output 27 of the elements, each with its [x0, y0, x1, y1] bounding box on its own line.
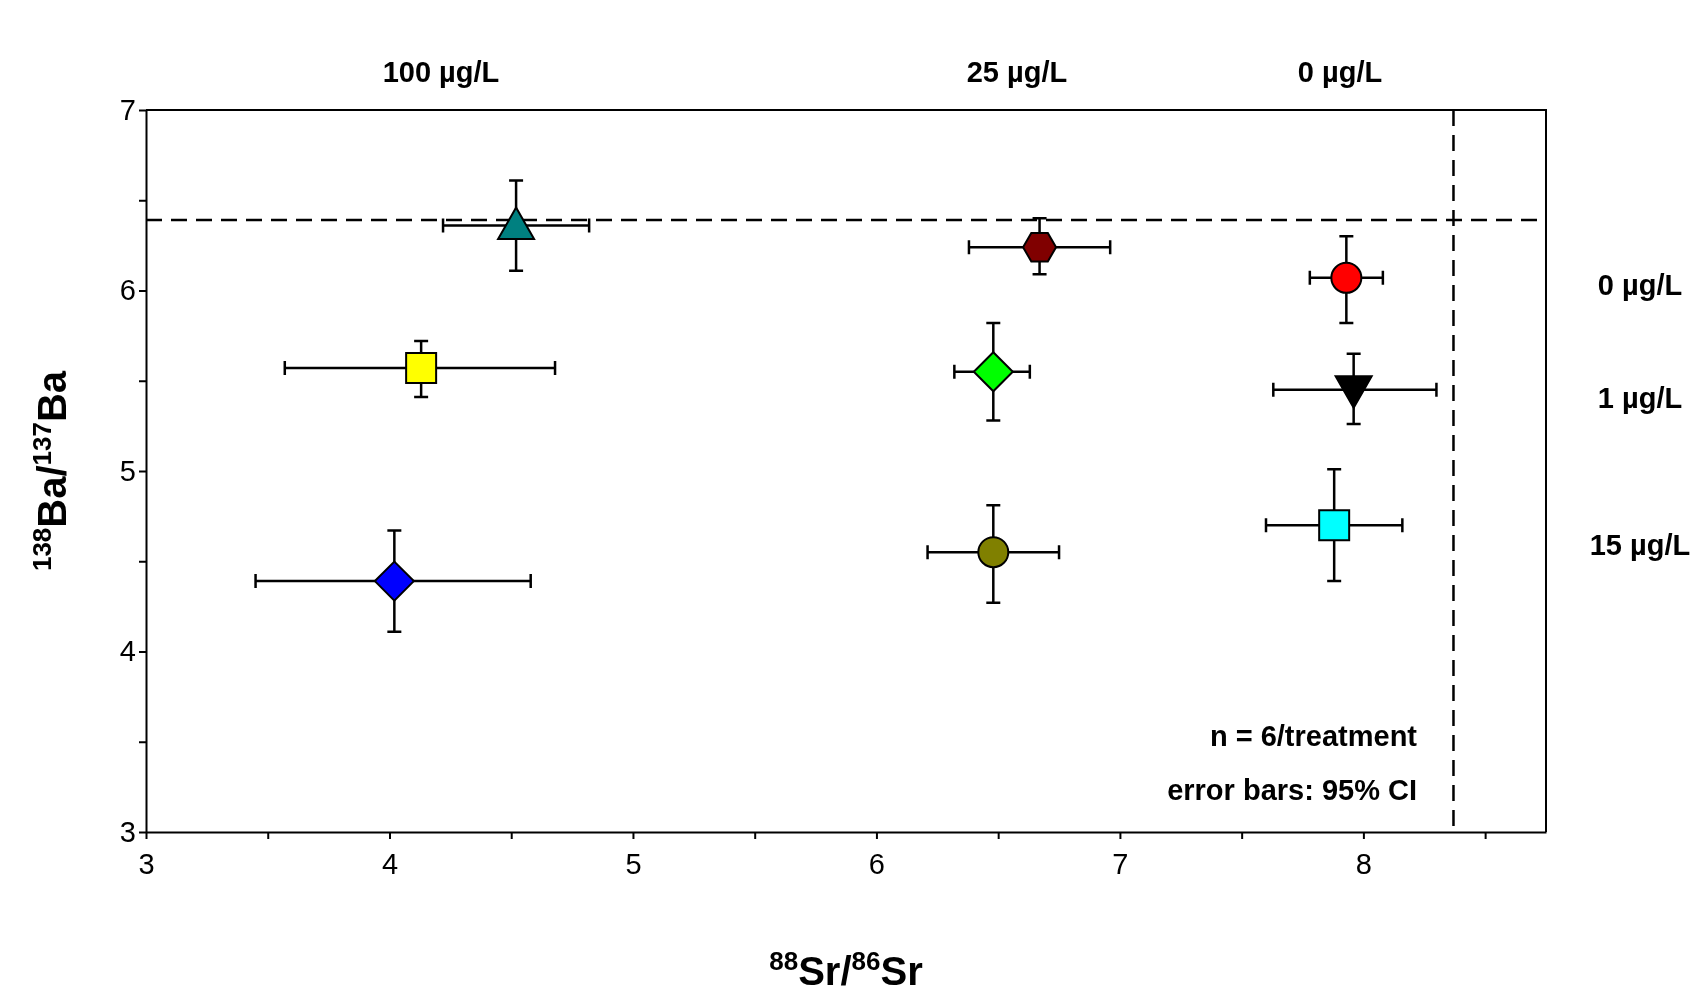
- y-tick-label: 6: [119, 274, 136, 307]
- text: 0 µg/L: [1597, 269, 1683, 301]
- x-tick-label: 5: [625, 847, 642, 880]
- y-tick-label: 3: [119, 815, 136, 848]
- x-tick-label: 7: [1112, 847, 1129, 880]
- point: [1330, 261, 1363, 294]
- point: [977, 536, 1010, 569]
- x-tick-label: 6: [868, 847, 886, 880]
- point: [1318, 509, 1351, 542]
- point: [497, 206, 536, 241]
- x-tick-label: 8: [1355, 847, 1372, 880]
- text: 25 µg/L: [966, 56, 1068, 88]
- x-tick-label: 4: [381, 847, 399, 880]
- point: [373, 560, 415, 602]
- annotation: n = 6/treatment: [1209, 720, 1418, 752]
- y-tick-label: 5: [119, 454, 136, 487]
- text: 15 µg/L: [1589, 529, 1691, 561]
- text: 0 µg/L: [1297, 56, 1383, 88]
- text: 100 µg/L: [382, 56, 500, 88]
- point: [405, 352, 438, 385]
- point: [972, 351, 1014, 393]
- text: 1 µg/L: [1597, 382, 1683, 414]
- y-tick-label: 7: [119, 93, 136, 126]
- x-axis-title: $^{88}$Sr/$^{86}$Sr: [769, 946, 923, 990]
- point: [1022, 231, 1058, 263]
- y-tick-label: 4: [119, 635, 136, 668]
- annotation: error bars: 95% CI: [1167, 774, 1417, 806]
